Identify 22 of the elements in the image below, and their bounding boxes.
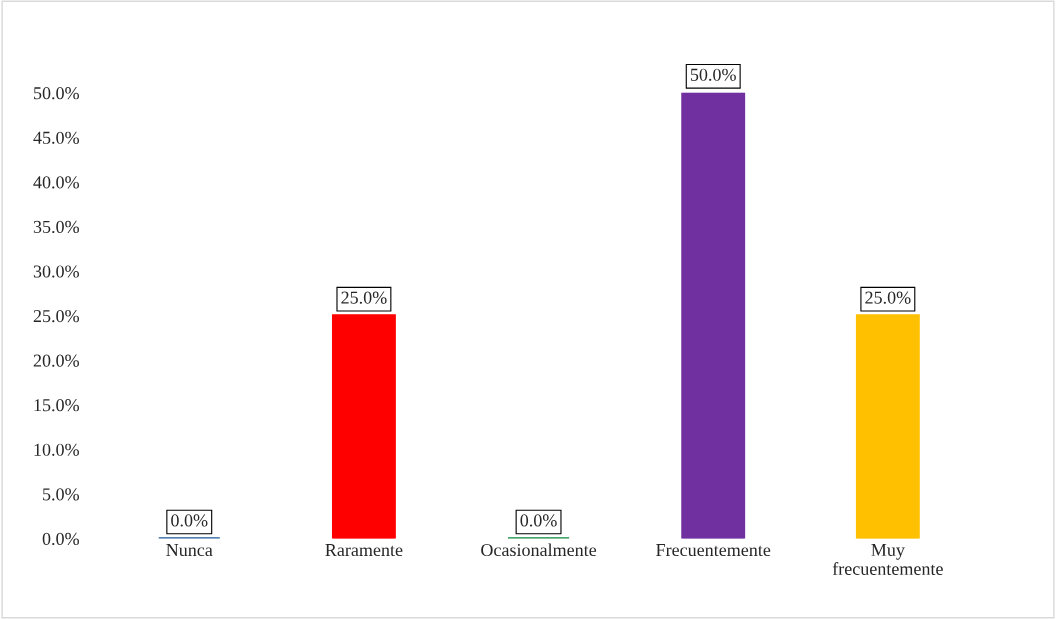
bar <box>681 92 746 539</box>
data-label: 0.0% <box>520 514 557 527</box>
data-label: 0.0% <box>171 514 208 527</box>
x-tick-label: Nunca <box>166 544 213 557</box>
y-tick-label: 45.0% <box>33 131 79 144</box>
y-tick-label: 5.0% <box>43 488 79 501</box>
data-label: 25.0% <box>341 291 387 304</box>
x-tick-label: Frecuentemente <box>656 544 771 557</box>
x-tick-label: Muy frecuentemente <box>832 544 943 575</box>
y-tick-label: 40.0% <box>33 176 79 189</box>
y-tick-label: 50.0% <box>34 87 79 100</box>
x-tick-label: Ocasionalmente <box>481 543 597 557</box>
y-tick-label: 10.0% <box>34 443 79 456</box>
x-tick-label: Raramente <box>325 544 403 557</box>
y-tick-label: 0.0% <box>42 532 79 546</box>
y-tick-label: 30.0% <box>33 265 79 278</box>
y-tick-label: 35.0% <box>33 220 79 234</box>
data-label: 25.0% <box>865 291 911 304</box>
data-label: 50.0% <box>690 68 736 81</box>
y-tick-label: 20.0% <box>33 354 79 367</box>
y-tick-label: 15.0% <box>34 399 79 412</box>
y-tick-label: 25.0% <box>33 309 79 323</box>
